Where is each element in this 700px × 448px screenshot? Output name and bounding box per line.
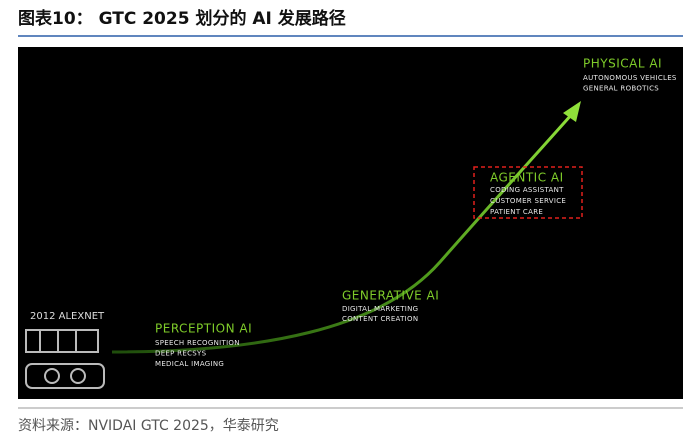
- title: 图表10： GTC 2025 划分的 AI 发展路径: [18, 8, 346, 29]
- icons: [25, 329, 105, 389]
- arrow-head: [563, 101, 581, 122]
- source: 资料来源：NVIDAI GTC 2025，华泰研究: [18, 418, 279, 434]
- highlight-box: [473, 166, 583, 219]
- stage-item: PATIENT CARE: [490, 208, 543, 216]
- stage-item: SPEECH RECOGNITION: [155, 339, 240, 347]
- stage-item: DEEP RECSYS: [155, 350, 207, 358]
- stage-item: GENERAL ROBOTICS: [583, 85, 659, 93]
- stage-item: MEDICAL IMAGING: [155, 360, 224, 368]
- origin-label: 2012 ALEXNET: [30, 311, 105, 322]
- stage-item: CUSTOMER SERVICE: [490, 197, 566, 205]
- growth-curve: [111, 113, 574, 354]
- stage-item: CONTENT CREATION: [342, 315, 418, 323]
- stage-title: PERCEPTION AI: [155, 322, 252, 336]
- panel: [18, 47, 683, 399]
- stage-item: DIGITAL MARKETING: [342, 305, 418, 313]
- stage-title: GENERATIVE AI: [342, 289, 439, 303]
- stage-item: CODING ASSISTANT: [490, 186, 564, 194]
- stage-item: AUTONOMOUS VEHICLES: [583, 74, 677, 82]
- stage-title: AGENTIC AI: [490, 171, 564, 185]
- stage-title: PHYSICAL AI: [583, 57, 662, 71]
